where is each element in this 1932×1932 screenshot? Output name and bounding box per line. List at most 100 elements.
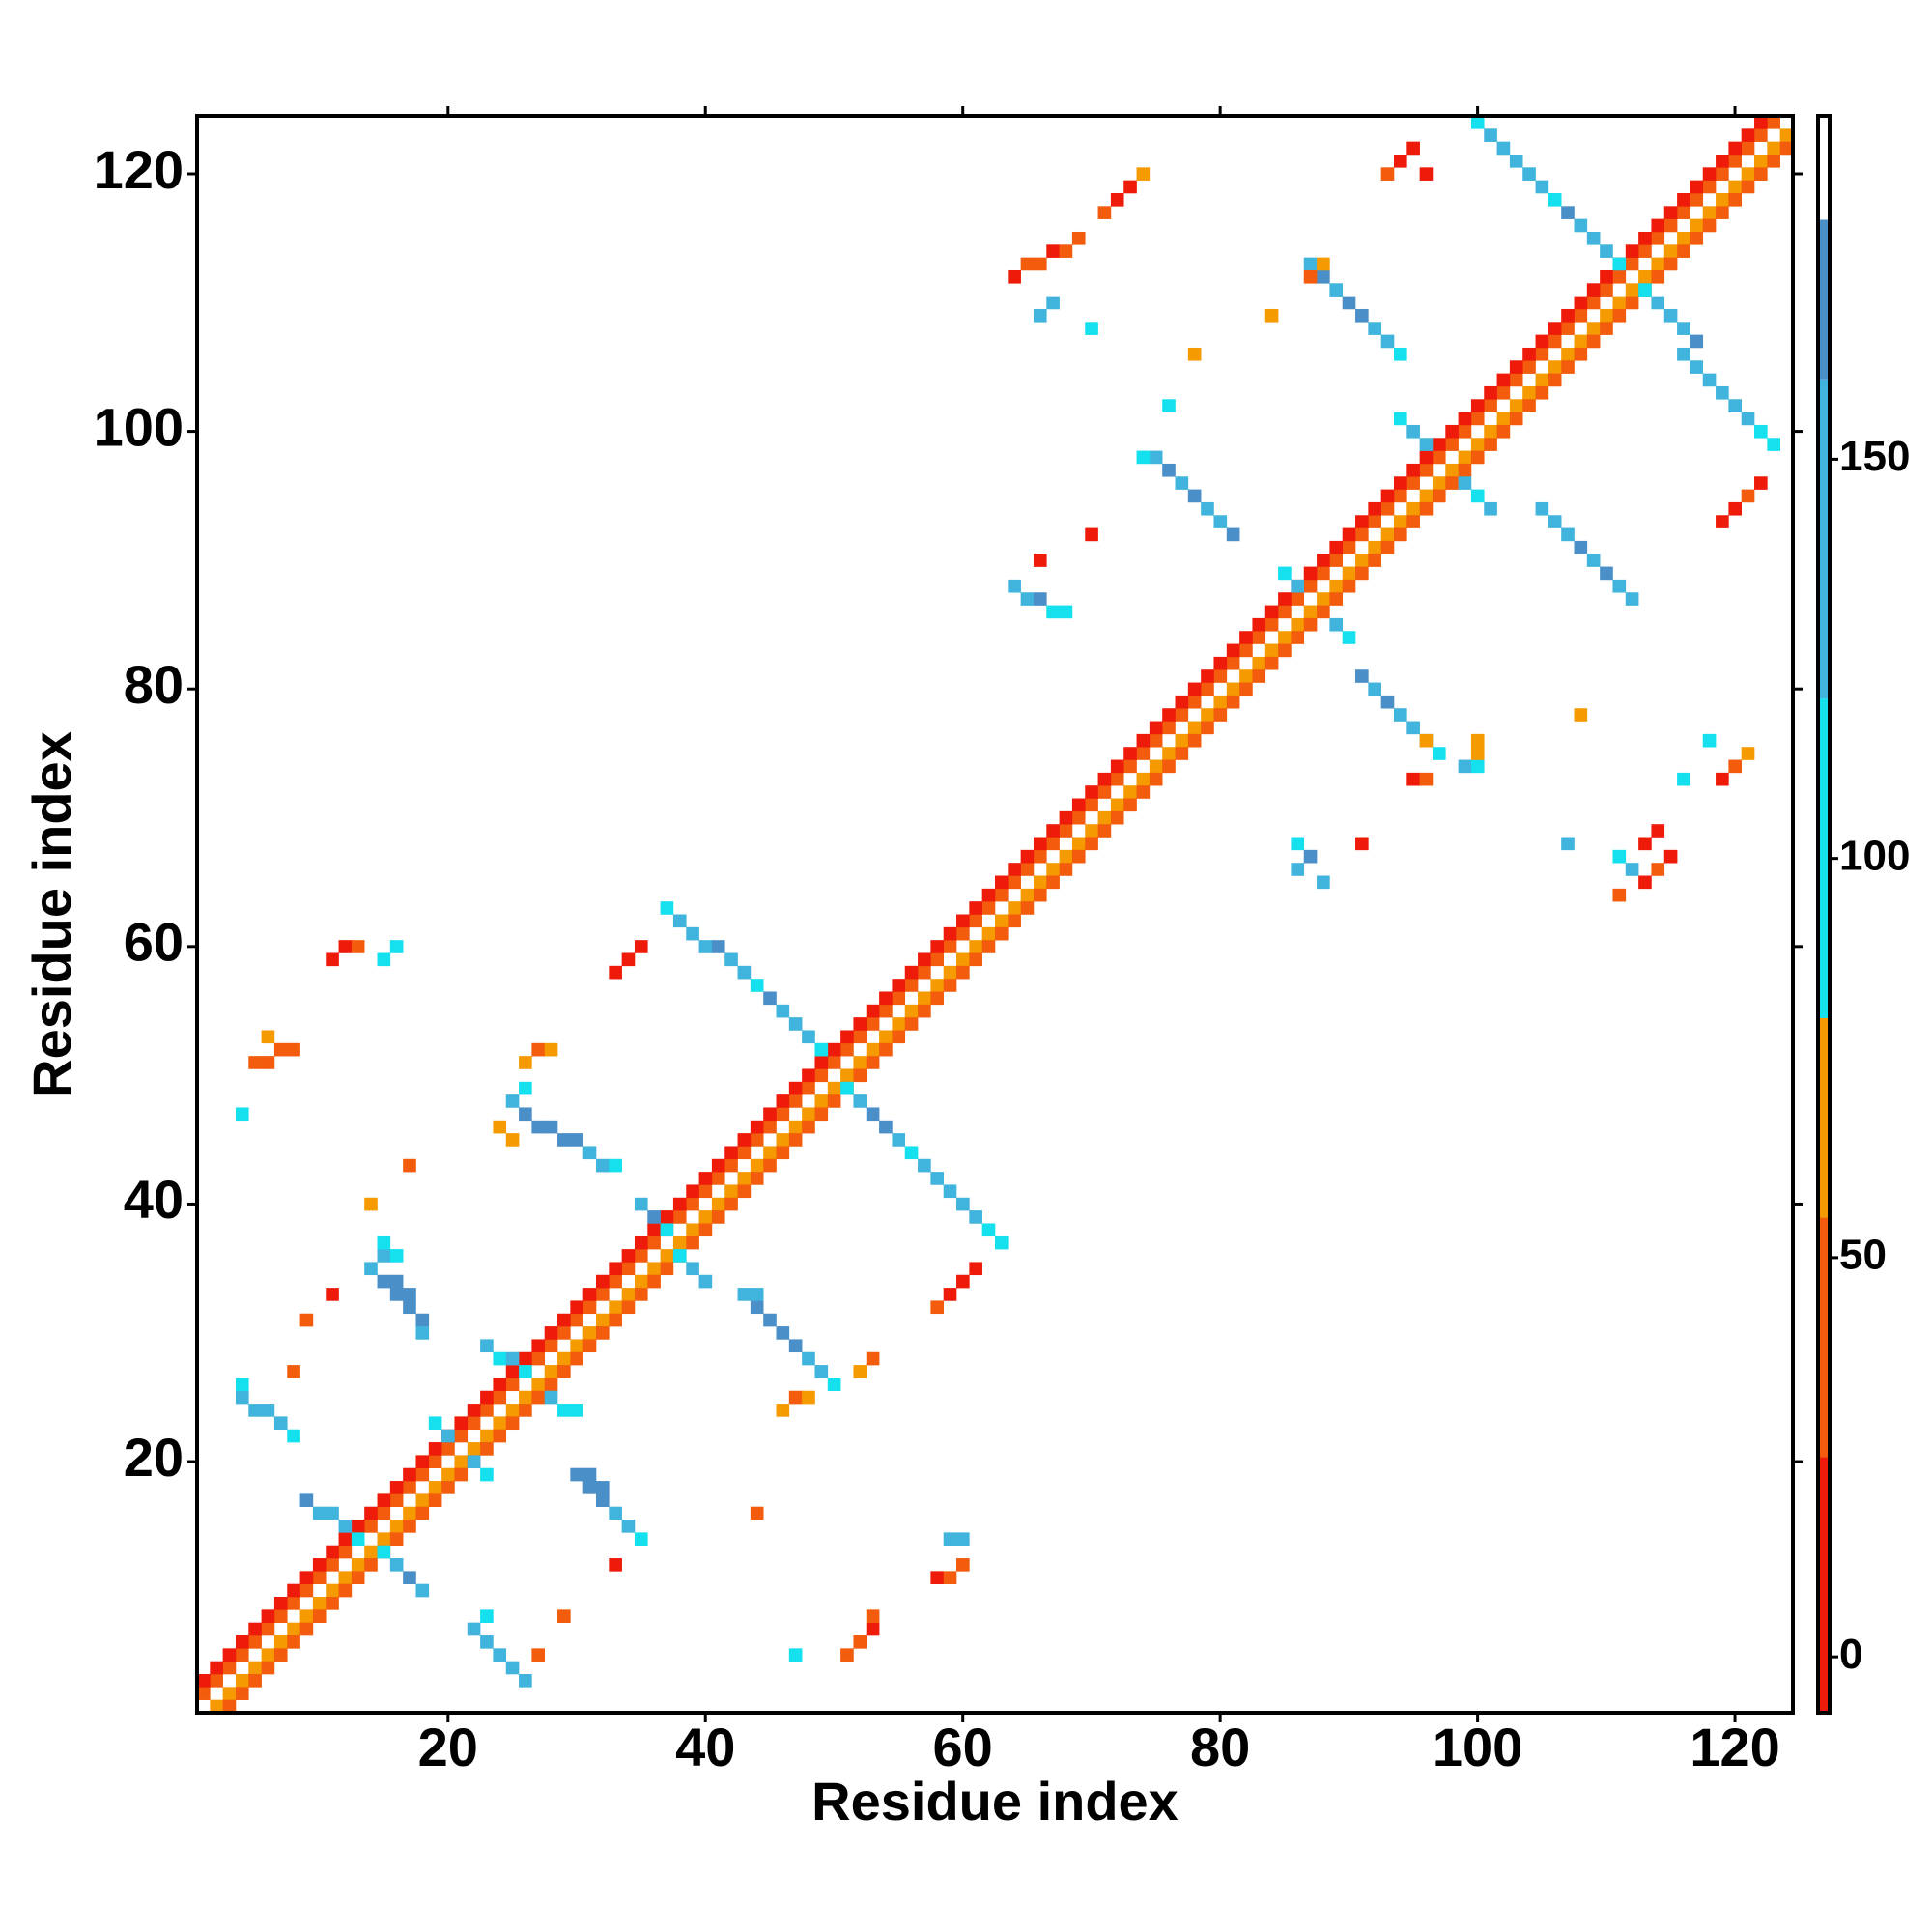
heatmap-cell: [1394, 515, 1407, 528]
heatmap-cell: [1432, 747, 1446, 760]
heatmap-cell: [1561, 837, 1575, 851]
heatmap-cell: [1085, 824, 1098, 838]
colorbar-segment: [1818, 1017, 1830, 1218]
heatmap-cell: [866, 1017, 880, 1031]
heatmap-cell: [1754, 116, 1768, 129]
heatmap-cell: [943, 1532, 957, 1547]
heatmap-cell: [1291, 631, 1305, 644]
heatmap-cell: [1702, 218, 1717, 233]
heatmap-cell: [235, 1648, 249, 1662]
heatmap-cell: [557, 1351, 571, 1366]
heatmap-cell: [1380, 489, 1395, 503]
heatmap-cell: [1239, 643, 1253, 658]
heatmap-cell: [1419, 167, 1434, 181]
heatmap-cell: [995, 926, 1009, 941]
heatmap-cell: [866, 1107, 880, 1122]
heatmap-cell: [1574, 218, 1588, 233]
heatmap-cell: [403, 1288, 416, 1301]
heatmap-cell: [995, 914, 1009, 928]
heatmap-cell: [1716, 167, 1729, 181]
heatmap-cell: [1394, 154, 1407, 168]
heatmap-cell: [1702, 733, 1717, 748]
heatmap-cell: [981, 940, 996, 953]
heatmap-cell: [981, 901, 996, 915]
y-tick-label: 80: [124, 654, 184, 715]
heatmap-cell: [1406, 515, 1420, 528]
heatmap-cell: [1329, 592, 1344, 606]
heatmap-cell: [1201, 708, 1214, 722]
heatmap-cell: [299, 1583, 314, 1598]
heatmap-cell: [1394, 476, 1407, 490]
heatmap-cell: [827, 1081, 841, 1095]
heatmap-cell: [930, 1172, 945, 1185]
heatmap-cell: [596, 1313, 610, 1327]
heatmap-cell: [1329, 540, 1344, 554]
heatmap-cell: [750, 1288, 764, 1301]
heatmap-cell: [853, 1094, 867, 1108]
heatmap-cell: [1162, 399, 1176, 412]
heatmap-cell: [505, 1094, 520, 1108]
heatmap-cell: [403, 1506, 416, 1520]
heatmap-cell: [235, 1378, 249, 1392]
heatmap-cell: [441, 1481, 455, 1494]
heatmap-cell: [1535, 347, 1549, 361]
heatmap-cell: [1213, 515, 1228, 528]
heatmap-cell: [1574, 708, 1588, 722]
heatmap-cell: [273, 1597, 288, 1610]
heatmap-cell: [1380, 167, 1395, 181]
heatmap-cell: [1625, 296, 1639, 310]
heatmap-cell: [326, 1597, 339, 1610]
heatmap-cell: [1394, 527, 1407, 542]
heatmap-cell: [1419, 438, 1434, 451]
heatmap-cell: [1561, 527, 1575, 542]
heatmap-cell: [827, 1056, 841, 1069]
heatmap-cell: [1278, 631, 1292, 644]
heatmap-cell: [1187, 682, 1202, 696]
heatmap-cell: [1754, 424, 1768, 439]
heatmap-cell: [1445, 463, 1459, 477]
heatmap-cell: [802, 1068, 815, 1083]
heatmap-cell: [428, 1493, 442, 1508]
heatmap-cell: [493, 1429, 507, 1443]
heatmap-cell: [1702, 167, 1717, 181]
heatmap-cell: [1419, 450, 1434, 465]
heatmap-cell: [634, 1532, 648, 1547]
heatmap-cell: [1380, 334, 1395, 349]
heatmap-cell: [531, 1648, 546, 1662]
heatmap-cell: [1162, 759, 1176, 774]
heatmap-cell: [338, 1583, 353, 1598]
heatmap-cell: [351, 1558, 365, 1572]
heatmap-cell: [557, 1133, 571, 1147]
heatmap-cell: [956, 1558, 970, 1572]
heatmap-cell: [544, 1365, 558, 1378]
heatmap-cell: [1380, 501, 1395, 516]
heatmap-cell: [634, 1249, 648, 1263]
heatmap-cell: [505, 1133, 520, 1147]
heatmap-cell: [827, 1378, 841, 1392]
heatmap-cell: [1368, 554, 1381, 567]
heatmap-cell: [467, 1404, 481, 1417]
heatmap-cell: [312, 1597, 327, 1610]
heatmap-cell: [1741, 747, 1755, 760]
heatmap-cell: [1123, 785, 1137, 799]
heatmap-cell: [1702, 206, 1717, 219]
heatmap-cell: [467, 1622, 481, 1636]
heatmap-cell: [1008, 914, 1021, 928]
heatmap-cell: [609, 1274, 622, 1289]
heatmap-cell: [519, 1390, 532, 1405]
heatmap-cell: [428, 1481, 442, 1494]
heatmap-cell: [1548, 334, 1562, 349]
heatmap-cell: [943, 926, 957, 941]
heatmap-cell: [1484, 424, 1497, 439]
heatmap-cell: [1342, 566, 1356, 581]
heatmap-cell: [415, 1583, 430, 1598]
heatmap-cell: [1071, 849, 1086, 864]
heatmap-cell: [1033, 875, 1047, 890]
heatmap-cell: [1175, 733, 1189, 748]
heatmap-cell: [724, 1184, 738, 1199]
heatmap-cell: [210, 1661, 223, 1675]
heatmap-cell: [519, 1404, 532, 1417]
heatmap-cell: [1071, 798, 1086, 812]
heatmap-cell: [1677, 347, 1690, 361]
heatmap-cell: [1716, 154, 1729, 168]
